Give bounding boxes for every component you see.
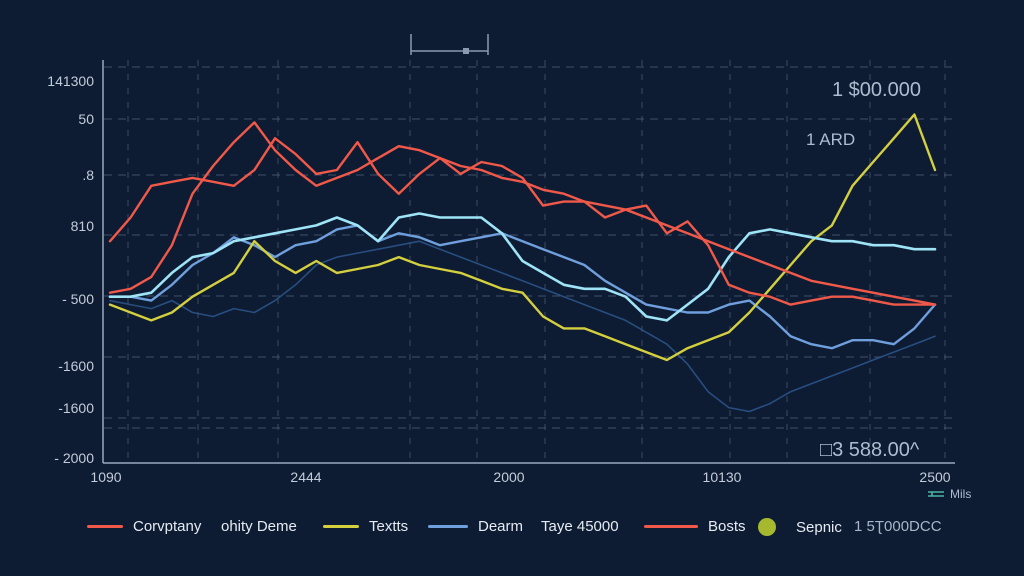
units-indicator: Mils xyxy=(928,487,971,501)
annotation-bottom-right-value: □3 588.00^ xyxy=(820,439,920,461)
legend-label-company: Corvptany xyxy=(133,518,202,535)
series-line-ohity-deme xyxy=(108,121,937,306)
legend-item-dearm[interactable]: Dearm xyxy=(428,518,523,535)
legend-label-taye: Taye 45000 xyxy=(541,518,619,535)
y-tick-label: - 500 xyxy=(62,291,94,307)
x-tick-label: 10130 xyxy=(703,469,742,485)
x-tick-label: 1090 xyxy=(90,469,121,485)
axes xyxy=(102,60,955,464)
legend-label-sepnic: Sepnic xyxy=(796,518,842,536)
x-tick-label: 2444 xyxy=(290,469,321,485)
x-tick-labels: 1090 2444 2000 10130 2500 xyxy=(90,469,950,485)
range-bracket-handle[interactable] xyxy=(463,48,469,54)
y-tick-label: 50 xyxy=(78,111,94,127)
legend-swatch-company xyxy=(87,525,123,528)
series-line-dearm xyxy=(108,224,937,350)
units-label: Mils xyxy=(950,487,971,501)
series-line-bosts xyxy=(109,240,936,413)
legend-label-bosts: Bosts xyxy=(708,518,746,535)
range-bracket[interactable] xyxy=(410,34,489,55)
annotation-top-right-value: 1 $00.000 xyxy=(832,79,921,101)
legend-label-value: 1 5Ʈ000DCC xyxy=(854,518,942,535)
legend-swatch-bosts xyxy=(644,525,698,528)
legend-item-ohity-deme[interactable]: ohity Deme xyxy=(221,518,297,535)
y-tick-label: -1600 xyxy=(58,358,94,374)
legend-label-dearm: Dearm xyxy=(478,518,524,535)
legend-label-ohity-deme: ohity Deme xyxy=(221,518,297,535)
y-tick-labels: 141300 50 .8 810 - 500 -1600 -1600 - 2000 xyxy=(47,73,94,466)
legend-item-textts[interactable]: Textts xyxy=(323,518,408,535)
units-icon xyxy=(928,491,944,497)
legend-swatch-textts xyxy=(323,525,359,528)
y-tick-label: 141300 xyxy=(47,73,94,89)
y-tick-label: 810 xyxy=(71,218,95,234)
legend-item-value: 1 5Ʈ000DCC xyxy=(854,518,942,535)
legend-dot-sepnic xyxy=(758,518,776,536)
legend-label-textts: Textts xyxy=(369,518,409,535)
series-line-taye-45000 xyxy=(108,212,937,322)
legend-item-taye[interactable]: Taye 45000 xyxy=(541,518,619,535)
annotation-right-label: 1 ARD xyxy=(806,130,855,149)
x-tick-label: 2500 xyxy=(919,469,950,485)
legend-swatch-dearm xyxy=(428,525,468,528)
series-line-company xyxy=(108,137,937,306)
y-tick-label: -1600 xyxy=(58,400,94,416)
grid xyxy=(104,60,955,463)
y-tick-label: .8 xyxy=(82,167,94,183)
series-lines xyxy=(108,113,937,413)
legend-item-bosts[interactable]: Bosts xyxy=(644,518,746,535)
series-line-textts xyxy=(108,113,937,362)
legend-item-sepnic[interactable]: Sepnic xyxy=(758,518,842,536)
y-tick-label: - 2000 xyxy=(54,450,94,466)
x-tick-label: 2000 xyxy=(493,469,524,485)
legend: Corvptany ohity Deme Textts Dearm Taye 4… xyxy=(0,514,1024,540)
legend-item-company[interactable]: Corvptany xyxy=(87,518,201,535)
